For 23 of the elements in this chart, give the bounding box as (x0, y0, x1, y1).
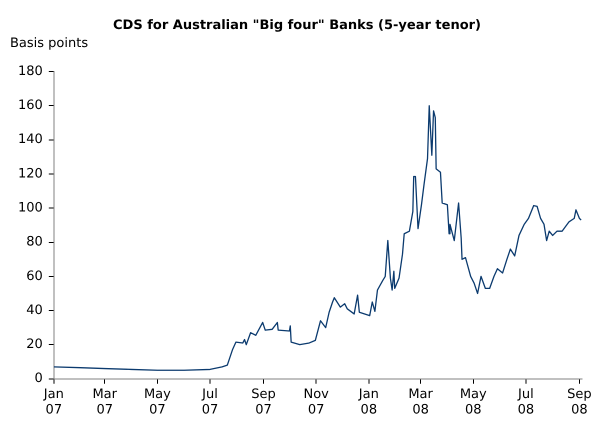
x-tick-label: Mar 07 (92, 386, 118, 418)
y-tick-label: 80 (26, 234, 43, 250)
y-tick-label: 140 (18, 132, 43, 148)
chart-title: CDS for Australian "Big four" Banks (5-year tenor) (113, 18, 481, 34)
x-tick-label: Jan 08 (358, 386, 379, 418)
x-tick-label: May 08 (460, 386, 487, 418)
y-tick-label: 40 (26, 302, 43, 318)
y-tick-label: 60 (26, 268, 43, 284)
x-tick-label: Sep 07 (251, 386, 276, 418)
y-tick-label: 180 (18, 64, 43, 79)
y-tick-label: 160 (18, 98, 43, 114)
y-tick-label: 100 (18, 200, 43, 216)
x-tick-label: Jul 08 (517, 386, 534, 418)
x-tick-label: Jan 07 (42, 386, 64, 418)
y-tick-label: 20 (26, 337, 43, 352)
x-tick-label: May 07 (144, 386, 172, 418)
x-tick-label: Jul 07 (201, 386, 218, 418)
y-tick-label: 0 (34, 371, 43, 386)
x-tick-label: Mar 08 (408, 386, 434, 418)
x-tick-label: Sep 08 (567, 386, 592, 418)
x-tick-label: Nov 07 (303, 386, 330, 418)
y-axis-title: Basis points (10, 36, 88, 51)
y-tick-label: 120 (18, 166, 43, 182)
